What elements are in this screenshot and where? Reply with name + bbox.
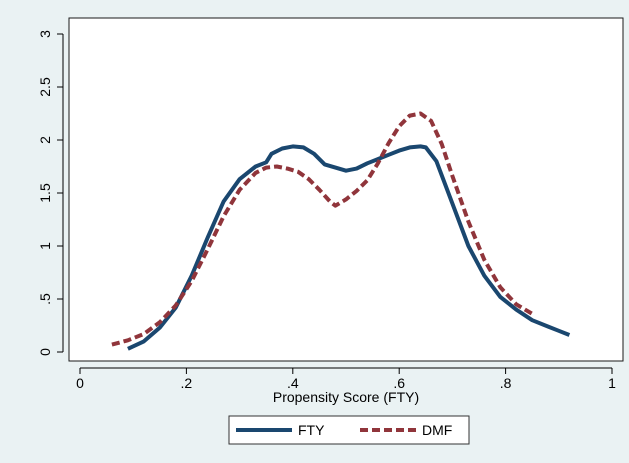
y-tick-label: 3 xyxy=(37,30,53,38)
series-line-fty xyxy=(127,144,571,351)
x-tick-label: .6 xyxy=(393,375,405,391)
x-tick-label: .2 xyxy=(181,375,193,391)
series-line-dmf xyxy=(111,111,534,347)
x-tick-label: .4 xyxy=(287,375,299,391)
x-axis-title: Propensity Score (FTY) xyxy=(273,389,419,405)
series-layer xyxy=(111,111,571,351)
legend-label-fty: FTY xyxy=(298,422,325,438)
y-tick-label: 2.5 xyxy=(37,77,53,97)
x-tick-label: .8 xyxy=(500,375,512,391)
y-tick-label: 2 xyxy=(37,136,53,144)
legend-label-dmf: DMF xyxy=(422,422,452,438)
y-tick-label: .5 xyxy=(37,293,53,305)
legend: FTY DMF xyxy=(228,415,470,445)
y-tick-label: 1.5 xyxy=(37,183,53,203)
x-tick-label: 0 xyxy=(76,375,84,391)
x-tick-label: 1 xyxy=(608,375,616,391)
axes: 0 .2 .4 .6 .8 1 0 .5 1 1.5 2 2.5 3 xyxy=(37,30,616,391)
y-tick-label: 0 xyxy=(37,348,53,356)
y-tick-label: 1 xyxy=(37,242,53,250)
plot-panel xyxy=(68,17,624,362)
